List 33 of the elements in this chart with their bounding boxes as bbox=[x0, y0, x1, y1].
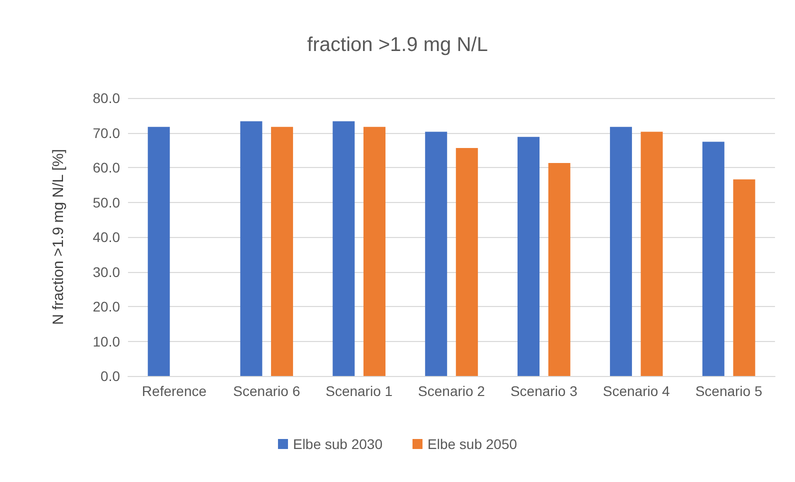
bar bbox=[148, 126, 170, 376]
bar bbox=[271, 126, 294, 376]
bar bbox=[610, 126, 632, 376]
y-tick-label: 70.0 bbox=[92, 124, 120, 141]
y-tick-label: 0.0 bbox=[100, 368, 120, 384]
y-tick-label: 60.0 bbox=[92, 160, 120, 176]
y-axis-title: N fraction >1.9 mg N/L [%] bbox=[50, 149, 67, 325]
legend-label: Elbe sub 2050 bbox=[428, 436, 518, 452]
y-tick-label: 40.0 bbox=[92, 229, 120, 245]
x-tick-label: Reference bbox=[142, 383, 207, 399]
x-tick-label: Scenario 6 bbox=[233, 383, 300, 399]
x-tick-label: Scenario 5 bbox=[695, 383, 762, 399]
y-tick-label: 20.0 bbox=[92, 298, 120, 314]
bar bbox=[425, 132, 448, 376]
legend-label: Elbe sub 2030 bbox=[292, 436, 383, 452]
bar bbox=[733, 179, 756, 376]
y-tick-label: 30.0 bbox=[92, 264, 120, 280]
y-tick-label: 50.0 bbox=[92, 194, 120, 210]
x-tick-label: Scenario 1 bbox=[326, 383, 393, 399]
chart-title: fraction >1.9 mg N/L bbox=[307, 34, 488, 56]
bar bbox=[240, 121, 262, 376]
bar bbox=[332, 121, 355, 376]
bar bbox=[548, 162, 570, 376]
bar bbox=[363, 126, 386, 376]
y-tick-label: 80.0 bbox=[92, 90, 120, 106]
x-tick-label: Scenario 2 bbox=[418, 383, 486, 399]
x-tick-label: Scenario 4 bbox=[602, 383, 670, 399]
y-tick-label: 10.0 bbox=[92, 333, 120, 350]
x-tick-label: Scenario 3 bbox=[510, 383, 578, 399]
bar bbox=[640, 132, 663, 376]
bar bbox=[702, 142, 724, 376]
bar bbox=[518, 136, 540, 376]
bar bbox=[456, 148, 478, 376]
